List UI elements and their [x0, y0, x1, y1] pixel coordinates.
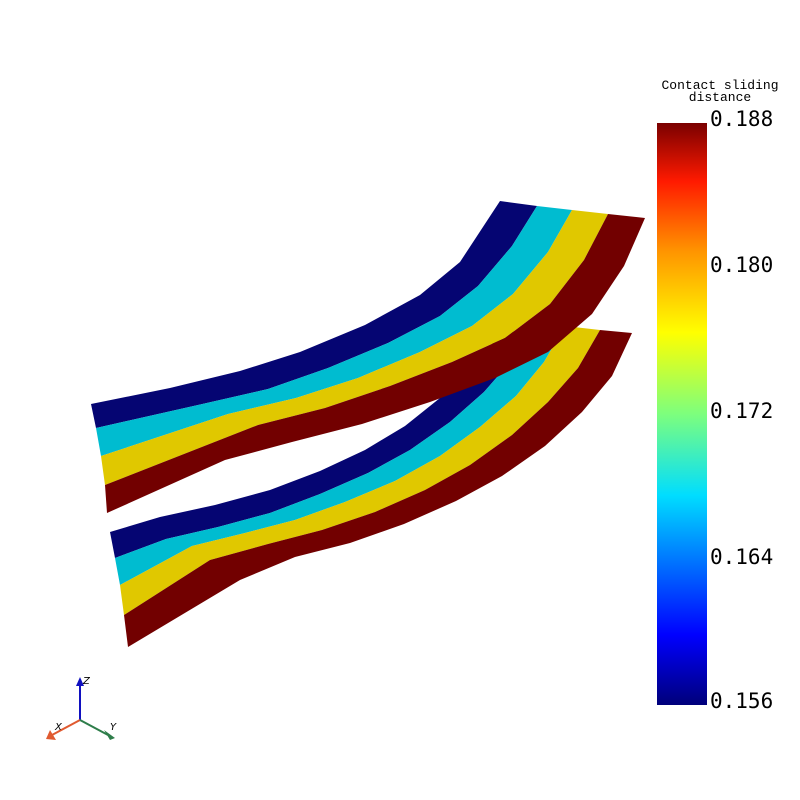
colorbar — [657, 123, 707, 705]
lower-band-4 — [124, 330, 632, 647]
upper-band-3 — [101, 210, 608, 485]
colorbar-title-line-2: distance — [688, 90, 752, 105]
colorbar-tick-4: 0.164 — [710, 545, 774, 569]
z-axis-arrow-icon — [76, 677, 84, 686]
orientation-axes: Z X Y — [46, 676, 117, 740]
upper-band-4 — [105, 214, 645, 513]
colorbar-title-line-1: Contact sliding — [661, 78, 779, 93]
x-axis-label: X — [54, 722, 63, 733]
upper-curved-body — [91, 201, 645, 513]
colorbar-tick-2: 0.180 — [710, 253, 774, 277]
z-axis-label: Z — [82, 676, 91, 687]
colorbar-gradient — [657, 123, 707, 705]
x-axis-arrow-icon — [46, 730, 56, 740]
upper-band-1 — [91, 201, 537, 428]
y-axis-label: Y — [110, 722, 117, 733]
colorbar-tick-max: 0.188 — [710, 107, 774, 131]
colorbar-tick-min: 0.156 — [710, 689, 774, 713]
y-axis-arrow-icon — [104, 730, 115, 740]
colorbar-title: Contact sliding distance — [640, 78, 800, 105]
upper-band-2 — [96, 206, 572, 456]
lower-band-3 — [120, 326, 600, 615]
colorbar-tick-3: 0.172 — [710, 399, 774, 423]
